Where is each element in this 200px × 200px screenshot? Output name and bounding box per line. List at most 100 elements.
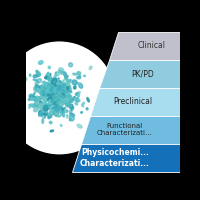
Ellipse shape (41, 91, 44, 94)
Ellipse shape (42, 92, 47, 97)
Ellipse shape (61, 108, 63, 111)
Ellipse shape (43, 81, 45, 83)
Ellipse shape (41, 85, 43, 88)
Ellipse shape (39, 101, 43, 106)
Ellipse shape (44, 106, 48, 108)
Ellipse shape (72, 80, 77, 85)
Ellipse shape (58, 99, 61, 101)
Ellipse shape (47, 99, 49, 100)
Ellipse shape (49, 101, 52, 105)
Ellipse shape (29, 107, 31, 108)
Ellipse shape (57, 81, 61, 84)
Ellipse shape (57, 85, 61, 89)
Ellipse shape (33, 97, 35, 98)
Ellipse shape (46, 105, 48, 106)
Ellipse shape (48, 115, 50, 119)
Ellipse shape (77, 100, 78, 101)
Ellipse shape (41, 106, 46, 110)
Ellipse shape (75, 98, 80, 102)
Ellipse shape (46, 104, 51, 108)
Ellipse shape (50, 94, 55, 99)
Ellipse shape (45, 99, 47, 102)
Ellipse shape (59, 100, 64, 106)
Ellipse shape (59, 110, 61, 113)
Ellipse shape (67, 115, 68, 116)
Ellipse shape (54, 107, 59, 111)
Ellipse shape (36, 72, 40, 76)
Ellipse shape (68, 104, 71, 107)
Ellipse shape (43, 88, 45, 91)
Ellipse shape (29, 104, 33, 107)
Ellipse shape (37, 105, 39, 107)
Ellipse shape (52, 78, 57, 84)
Ellipse shape (44, 90, 47, 93)
Ellipse shape (49, 98, 51, 101)
Ellipse shape (58, 80, 61, 83)
Ellipse shape (57, 96, 62, 99)
Ellipse shape (52, 102, 58, 105)
Ellipse shape (65, 92, 67, 94)
Ellipse shape (66, 94, 69, 98)
Text: PK/PD: PK/PD (131, 69, 154, 78)
Ellipse shape (42, 87, 47, 91)
Ellipse shape (44, 106, 48, 110)
Ellipse shape (49, 100, 52, 104)
Ellipse shape (62, 108, 65, 110)
Polygon shape (72, 144, 183, 172)
Ellipse shape (41, 98, 42, 100)
Ellipse shape (44, 87, 47, 89)
Ellipse shape (45, 76, 49, 79)
Ellipse shape (45, 90, 48, 94)
Ellipse shape (50, 112, 53, 114)
Ellipse shape (57, 85, 61, 89)
Ellipse shape (39, 88, 40, 89)
Ellipse shape (60, 93, 64, 96)
Ellipse shape (52, 109, 55, 113)
Ellipse shape (50, 90, 51, 91)
Ellipse shape (36, 70, 38, 72)
Ellipse shape (56, 100, 57, 101)
Ellipse shape (65, 98, 66, 101)
Ellipse shape (64, 111, 66, 113)
Ellipse shape (49, 110, 52, 115)
Polygon shape (99, 60, 183, 88)
Ellipse shape (51, 110, 56, 115)
Ellipse shape (44, 83, 49, 85)
Ellipse shape (75, 98, 76, 100)
Ellipse shape (66, 86, 71, 88)
Ellipse shape (54, 86, 56, 88)
Ellipse shape (45, 105, 48, 108)
Ellipse shape (59, 87, 61, 88)
Ellipse shape (29, 94, 33, 98)
Ellipse shape (62, 100, 63, 102)
Ellipse shape (56, 104, 59, 108)
Ellipse shape (48, 105, 52, 107)
Ellipse shape (41, 102, 42, 103)
Ellipse shape (51, 97, 52, 98)
Ellipse shape (58, 95, 63, 96)
Ellipse shape (39, 90, 43, 95)
Ellipse shape (45, 87, 47, 89)
Ellipse shape (67, 95, 70, 98)
Ellipse shape (64, 93, 65, 95)
Ellipse shape (45, 94, 48, 97)
Ellipse shape (65, 84, 70, 90)
Ellipse shape (49, 78, 52, 81)
Ellipse shape (64, 99, 66, 101)
Ellipse shape (51, 94, 55, 97)
Ellipse shape (61, 100, 63, 101)
Ellipse shape (66, 95, 68, 98)
Ellipse shape (42, 96, 45, 100)
Ellipse shape (71, 107, 74, 110)
Ellipse shape (69, 80, 71, 81)
Ellipse shape (54, 90, 58, 94)
Ellipse shape (45, 86, 49, 90)
Ellipse shape (55, 72, 56, 73)
Ellipse shape (66, 110, 68, 112)
Ellipse shape (52, 87, 55, 91)
Ellipse shape (75, 73, 77, 75)
Ellipse shape (52, 92, 56, 96)
Ellipse shape (60, 124, 62, 127)
Ellipse shape (82, 102, 84, 106)
Ellipse shape (51, 88, 55, 91)
